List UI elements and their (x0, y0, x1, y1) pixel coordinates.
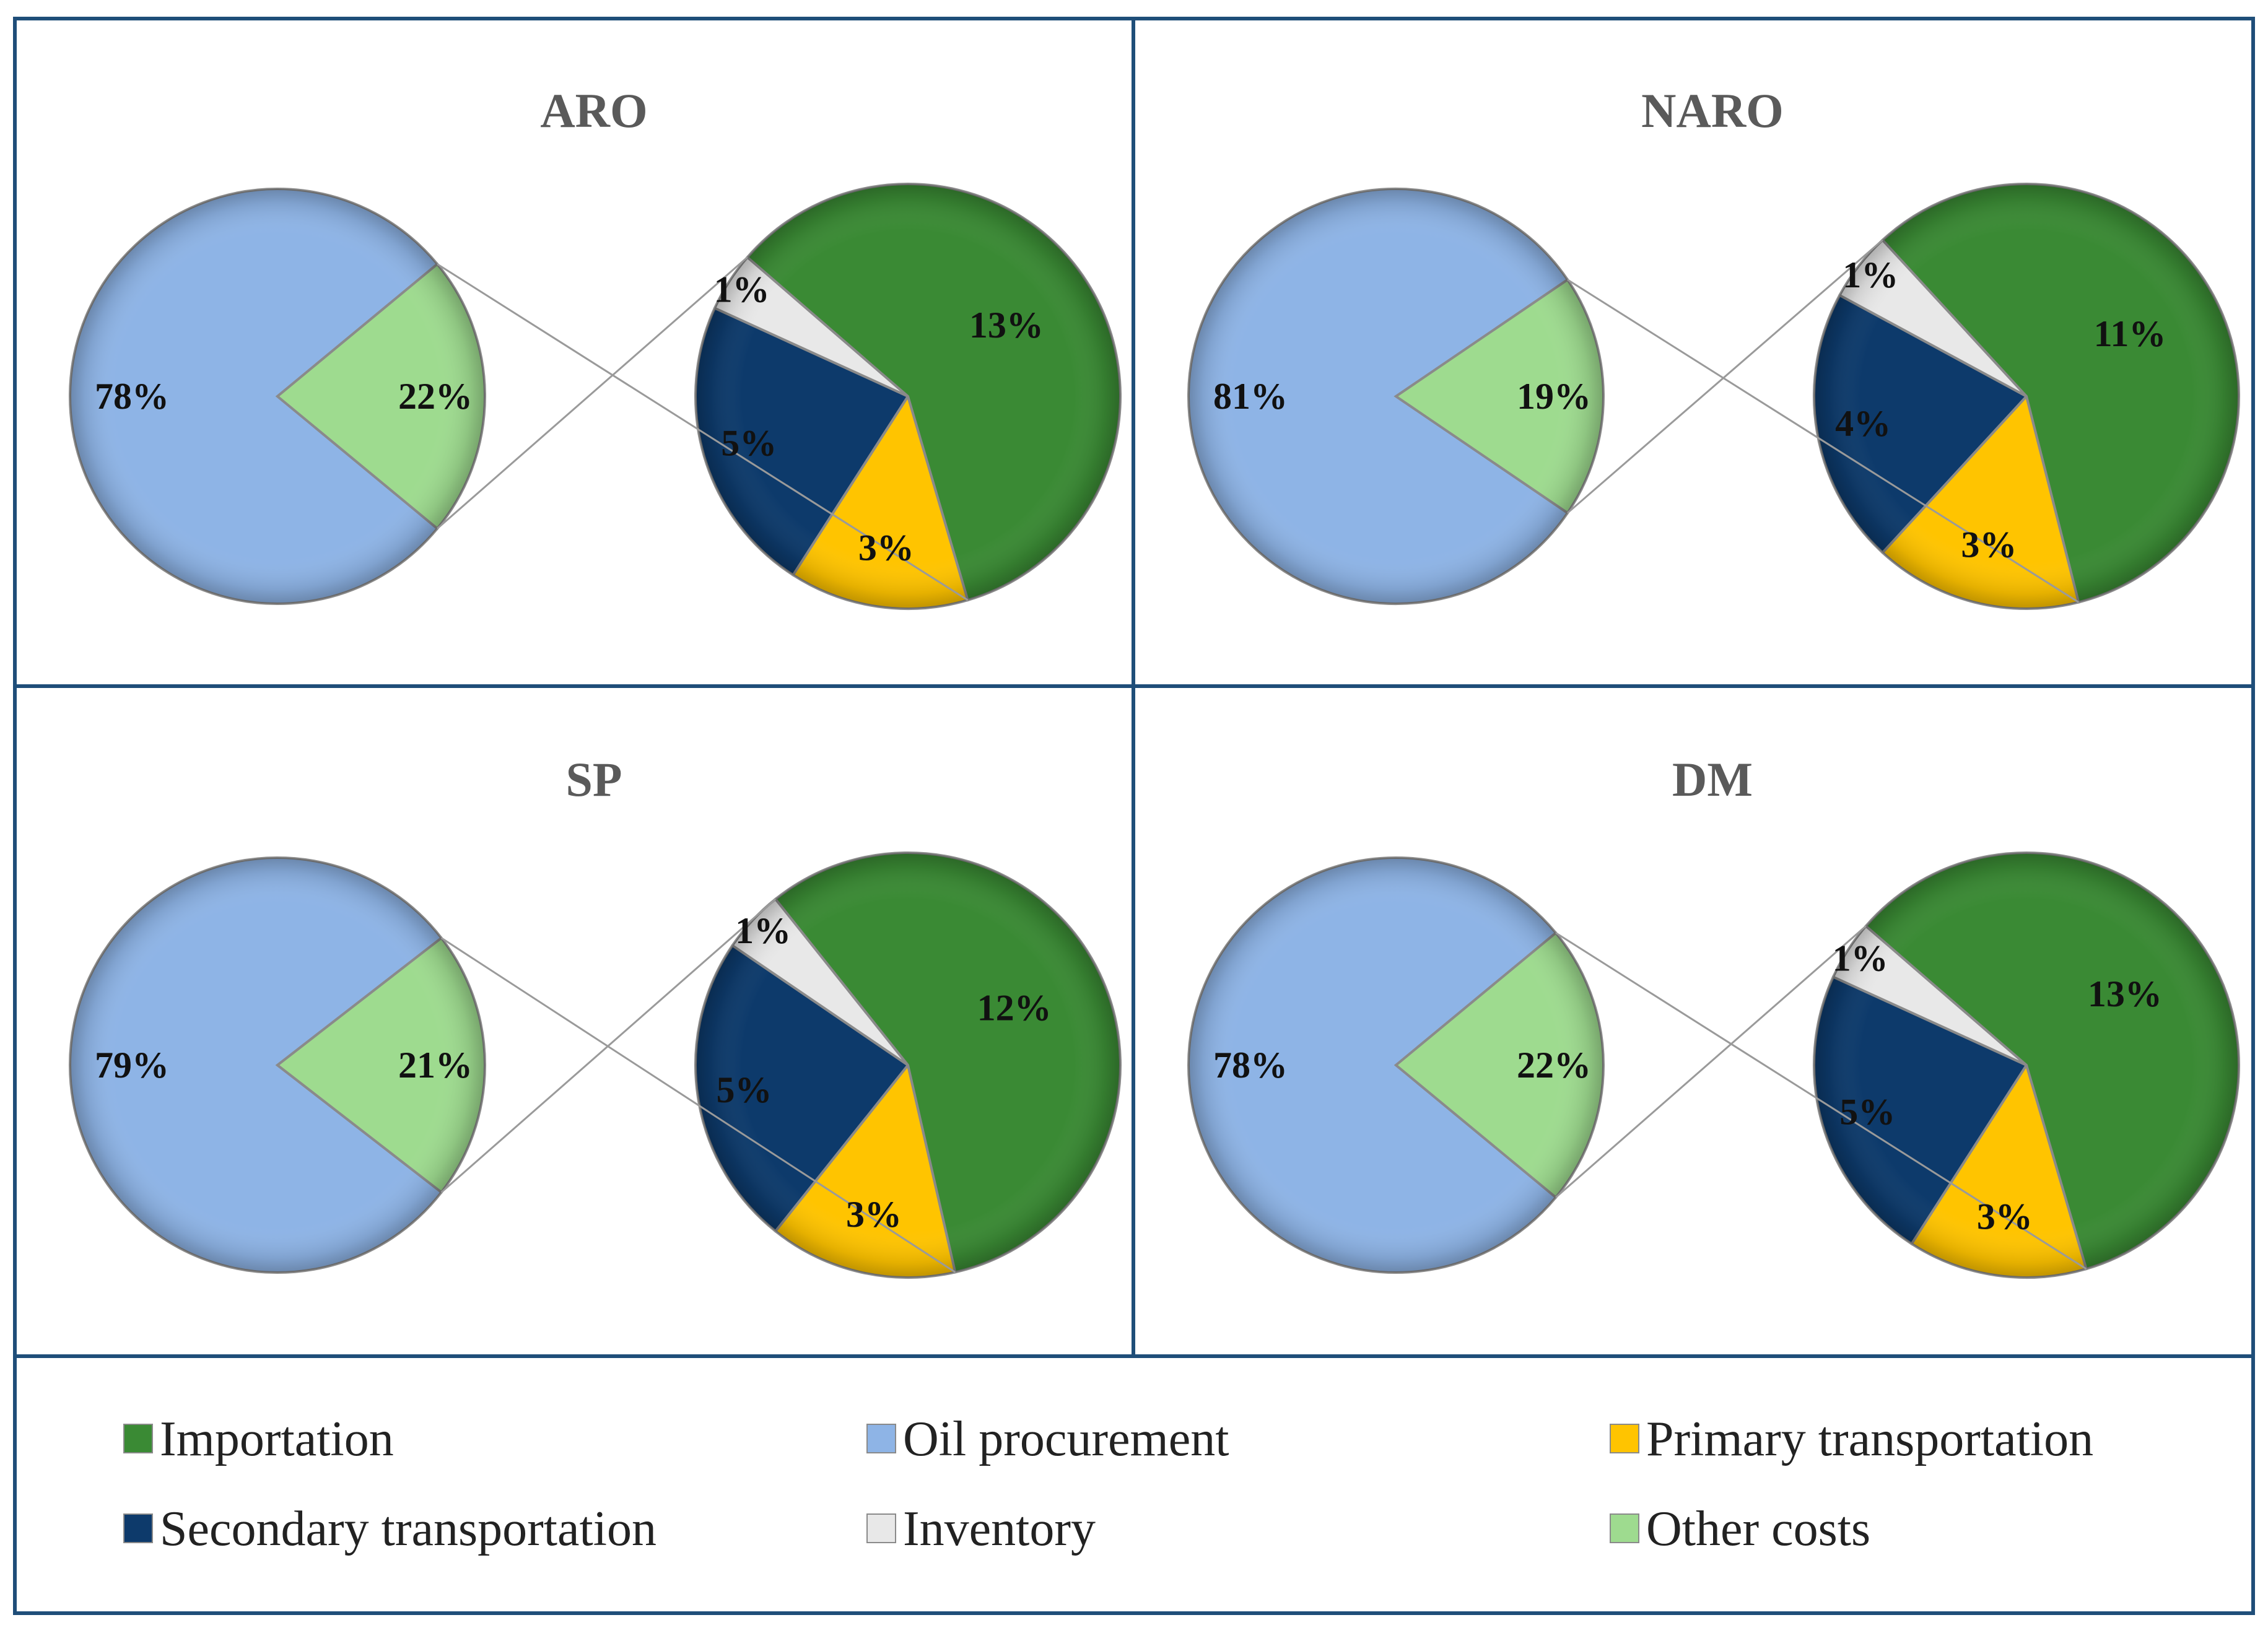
data-label-other-costs: 19% (1517, 376, 1591, 417)
legend-label: Primary transportation (1646, 1412, 2093, 1466)
data-label-primary-transportation: 3% (846, 1194, 902, 1235)
legend-swatch (1610, 1424, 1639, 1453)
legend-swatch (1610, 1513, 1639, 1543)
panel-title: SP (565, 752, 622, 806)
data-label-secondary-transportation: 5% (716, 1069, 772, 1110)
data-label-importation: 12% (977, 988, 1052, 1029)
legend-swatch (123, 1424, 153, 1453)
connector-line-bottom (440, 898, 777, 1193)
connector-line-top (440, 937, 956, 1273)
data-label-inventory: 1% (1833, 938, 1888, 979)
data-label-other-costs: 22% (1517, 1045, 1591, 1086)
data-label-secondary-transportation: 5% (1839, 1091, 1895, 1132)
legend-item-inventory: Inventory (866, 1502, 1096, 1556)
legend-item-secondary-transportation: Secondary transportation (123, 1502, 656, 1556)
panel-title: ARO (540, 84, 647, 137)
data-label-primary-transportation: 3% (1977, 1196, 2033, 1237)
panel-sp: SP 79% 21% 12% 3% 5% 1% (68, 752, 1122, 1279)
data-label-importation: 11% (2094, 313, 2166, 354)
data-label-inventory: 1% (714, 269, 770, 310)
data-label-other-costs: 21% (398, 1045, 473, 1086)
legend-label: Other costs (1646, 1502, 1870, 1556)
data-label-primary-transportation: 3% (858, 527, 914, 568)
legend-swatch (866, 1424, 896, 1453)
connector-line-top (437, 263, 969, 601)
legend-label: Inventory (903, 1502, 1096, 1556)
panel-dm: DM 78% 22% 13% 3% 5% 1% (1187, 752, 2240, 1279)
panel-title: DM (1672, 752, 1753, 806)
data-label-inventory: 1% (735, 910, 791, 951)
data-label-inventory: 1% (1843, 255, 1898, 295)
panel-title: NARO (1641, 84, 1784, 137)
legend-label: Oil procurement (903, 1412, 1229, 1466)
connector-line-top (1555, 932, 2087, 1270)
legend-item-oil-procurement: Oil procurement (866, 1412, 1229, 1466)
connector-line-bottom (1567, 239, 1883, 514)
data-label-oil-procurement: 78% (95, 376, 169, 417)
data-label-importation: 13% (2088, 973, 2162, 1014)
legend-swatch (866, 1513, 896, 1543)
data-label-other-costs: 22% (398, 376, 473, 417)
legend-swatch (123, 1513, 153, 1543)
data-label-secondary-transportation: 4% (1835, 403, 1891, 444)
legend-label: Importation (160, 1412, 394, 1466)
data-label-oil-procurement: 78% (1213, 1045, 1288, 1086)
data-label-oil-procurement: 79% (95, 1045, 169, 1086)
legend-label: Secondary transportation (160, 1502, 656, 1556)
data-label-secondary-transportation: 5% (721, 422, 777, 463)
legend: Importation Oil procurement Primary transp… (123, 1412, 2093, 1556)
connector-line-bottom (1555, 925, 1867, 1198)
data-label-oil-procurement: 81% (1213, 376, 1288, 417)
legend-item-other-costs: Other costs (1610, 1502, 1870, 1556)
panel-aro: ARO 78% 22% 13% 3% 5% 1% (69, 84, 1122, 610)
data-label-importation: 13% (969, 305, 1044, 346)
chart-frame (13, 17, 2255, 1615)
connector-line-top (1567, 279, 2080, 603)
chart-panels: ARO 78% 22% 13% 3% 5% 1% NARO 81% 19% 11% 3% 4% 1% SP 7… (68, 84, 2240, 1279)
panel-naro: NARO 81% 19% 11% 3% 4% 1% (1187, 84, 2240, 610)
connector-line-bottom (437, 256, 748, 529)
data-label-primary-transportation: 3% (1961, 524, 2017, 565)
legend-item-importation: Importation (123, 1412, 394, 1466)
legend-item-primary-transportation: Primary transportation (1610, 1412, 2093, 1466)
